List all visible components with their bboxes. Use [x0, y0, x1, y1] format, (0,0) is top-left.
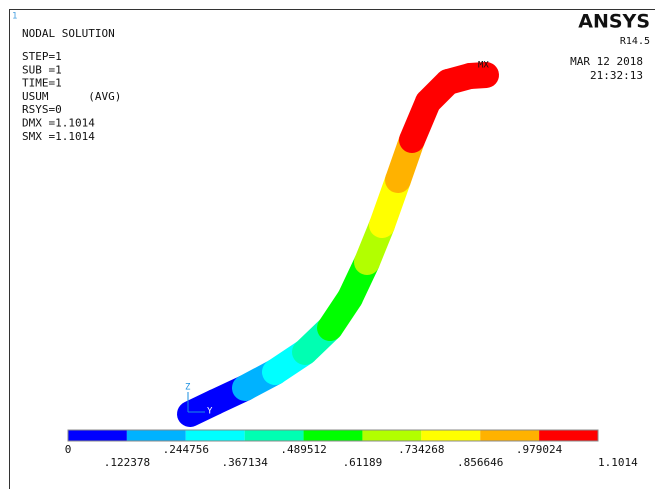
legend-label: .734268 — [398, 443, 444, 456]
legend-label: .489512 — [280, 443, 326, 456]
legend-label: .61189 — [343, 456, 383, 469]
info-line: SMX =1.1014 — [22, 130, 95, 143]
legend-band — [68, 430, 127, 441]
info-line: STEP=1 — [22, 50, 62, 63]
info-line: TIME=1 — [22, 77, 62, 90]
info-line: RSYS=0 — [22, 103, 62, 116]
legend-label: .122378 — [104, 456, 150, 469]
y-label: Y — [207, 407, 213, 417]
legend-band — [245, 430, 304, 441]
graphics-window: 1 NODAL SOLUTION ANSYS R14.5 MAR 12 2018… — [0, 0, 655, 489]
legend-band — [421, 430, 480, 441]
result-title: NODAL SOLUTION — [22, 27, 115, 40]
legend-label: .244756 — [163, 443, 209, 456]
info-line: DMX =1.1014 — [22, 117, 95, 130]
legend-label: .979024 — [516, 443, 563, 456]
legend-label: .856646 — [457, 456, 503, 469]
logo: ANSYS — [578, 11, 650, 33]
legend-band — [304, 430, 363, 441]
legend-band — [539, 430, 598, 441]
pipe-segment — [470, 75, 486, 76]
time: 21:32:13 — [590, 69, 643, 82]
max-marker: MX — [478, 61, 489, 71]
legend-label: .367134 — [221, 456, 268, 469]
legend-label: 0 — [65, 443, 72, 456]
z-label: Z — [185, 383, 191, 393]
window-frame — [10, 10, 655, 489]
window-number: 1 — [12, 12, 17, 22]
page: {"window_number": "1", "header": {"title… — [0, 0, 655, 489]
legend-band — [362, 430, 421, 441]
version: R14.5 — [620, 36, 650, 47]
legend-label: 1.1014 — [598, 456, 638, 469]
legend-band — [127, 430, 186, 441]
info-line: USUM (AVG) — [22, 90, 121, 103]
legend-band — [480, 430, 539, 441]
date: MAR 12 2018 — [570, 55, 643, 68]
legend-band — [186, 430, 245, 441]
info-line: SUB =1 — [22, 63, 62, 76]
